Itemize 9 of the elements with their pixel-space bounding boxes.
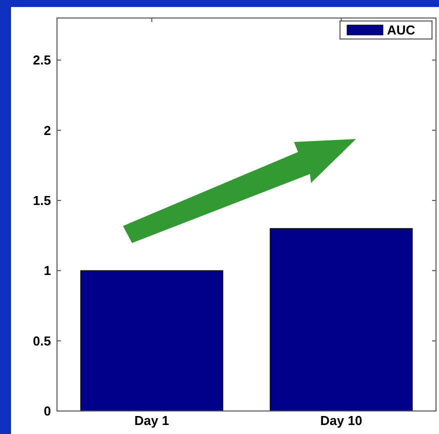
x-tick-label: Day 10 [320, 413, 362, 428]
y-tick-label: 1.5 [32, 193, 51, 208]
y-tick-label: 2.5 [32, 52, 51, 68]
legend-label: AUC [387, 22, 416, 38]
y-tick-label: 2 [44, 122, 51, 138]
y-tick-label: 0.5 [32, 333, 51, 348]
y-tick-label: 1 [44, 263, 51, 278]
x-tick-label: Day 1 [134, 413, 170, 428]
y-tick-label: 0 [44, 404, 51, 419]
